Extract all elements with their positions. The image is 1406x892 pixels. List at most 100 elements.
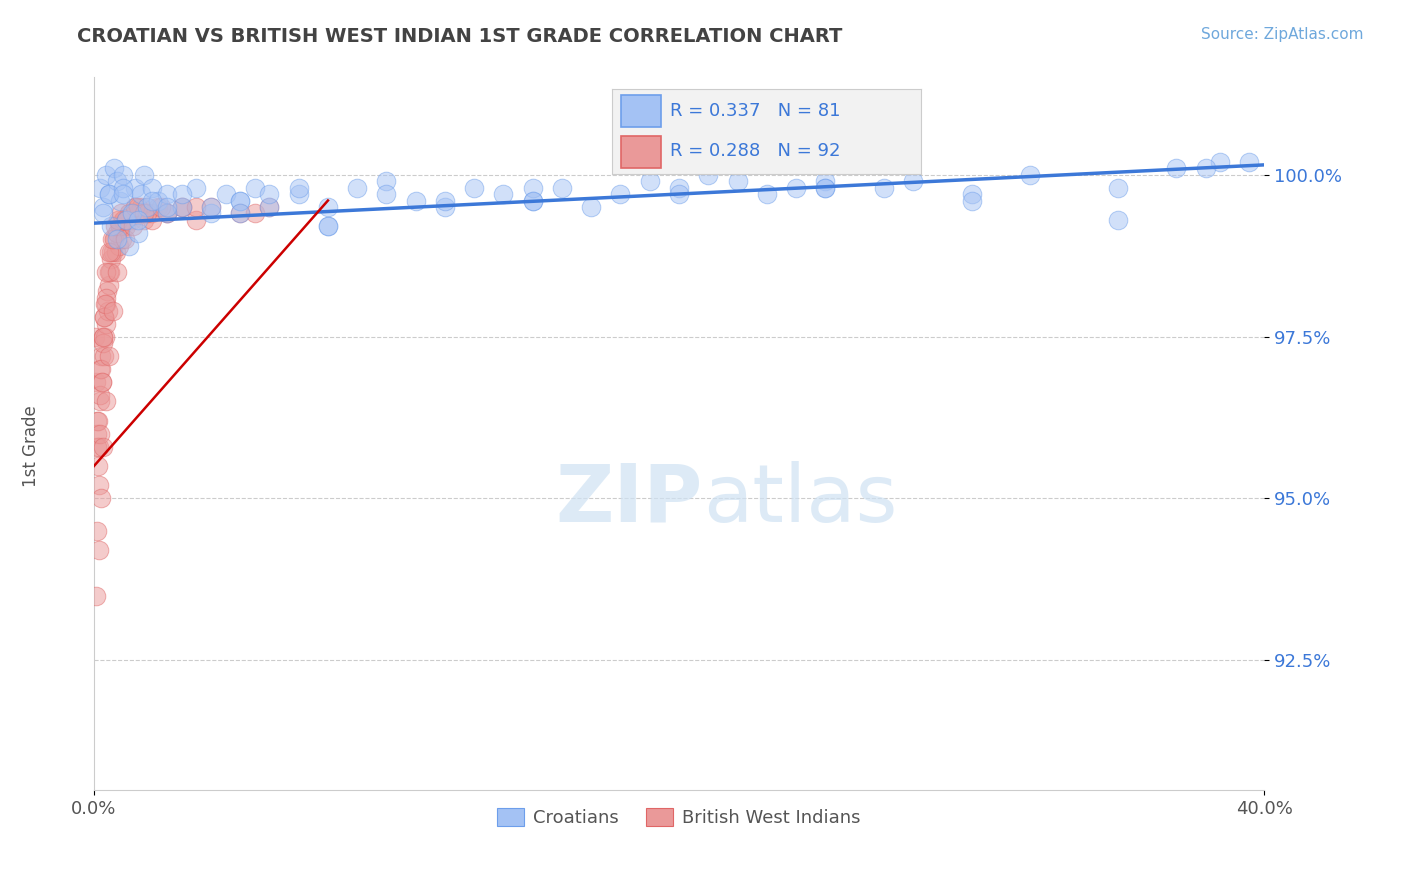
Point xyxy=(89,478,111,492)
Point xyxy=(170,200,193,214)
Point xyxy=(316,219,339,234)
Point xyxy=(89,180,111,194)
Point xyxy=(127,206,149,220)
Point xyxy=(814,174,837,188)
Point xyxy=(243,180,266,194)
Point xyxy=(112,213,135,227)
Point xyxy=(259,200,281,214)
Point xyxy=(105,232,128,246)
Point xyxy=(107,239,129,253)
Point xyxy=(115,219,138,234)
Point xyxy=(110,219,132,234)
Point xyxy=(91,375,114,389)
Point xyxy=(89,388,111,402)
Point xyxy=(104,219,127,234)
Point xyxy=(91,440,114,454)
Point xyxy=(115,213,138,227)
Point xyxy=(89,394,111,409)
Point xyxy=(170,200,193,214)
Point xyxy=(89,426,111,441)
Point xyxy=(105,226,128,240)
Point xyxy=(156,187,179,202)
Point xyxy=(97,187,120,202)
Bar xyxy=(621,95,661,128)
Point xyxy=(101,245,124,260)
Point xyxy=(141,180,163,194)
Point xyxy=(170,200,193,214)
Point xyxy=(94,329,117,343)
Point xyxy=(1107,180,1129,194)
Point xyxy=(1166,161,1188,175)
Point xyxy=(96,394,118,409)
Point xyxy=(107,213,129,227)
Point xyxy=(129,200,152,214)
Point xyxy=(433,194,456,208)
Point xyxy=(124,180,146,194)
Text: Source: ZipAtlas.com: Source: ZipAtlas.com xyxy=(1201,27,1364,42)
Point xyxy=(98,265,121,279)
Point xyxy=(129,187,152,202)
Text: 1st Grade: 1st Grade xyxy=(22,405,39,487)
Point xyxy=(114,232,136,246)
Point xyxy=(91,336,114,351)
Point xyxy=(186,200,208,214)
Point xyxy=(93,349,115,363)
Point xyxy=(814,180,837,194)
Point xyxy=(100,245,122,260)
Point xyxy=(492,187,515,202)
Point xyxy=(960,187,983,202)
Point xyxy=(141,213,163,227)
Point xyxy=(200,200,222,214)
Point xyxy=(697,168,720,182)
Point xyxy=(148,200,170,214)
Point xyxy=(1239,154,1261,169)
Text: ZIP: ZIP xyxy=(555,460,703,539)
Point xyxy=(214,187,236,202)
Point xyxy=(94,168,117,182)
Point xyxy=(141,206,163,220)
Point xyxy=(148,194,170,208)
Point xyxy=(375,187,398,202)
Point xyxy=(86,414,108,428)
Point xyxy=(110,206,132,220)
Point xyxy=(1194,161,1216,175)
Point xyxy=(551,180,574,194)
Point xyxy=(170,187,193,202)
Point xyxy=(98,245,121,260)
Point xyxy=(127,213,149,227)
Point xyxy=(960,194,983,208)
Point xyxy=(229,206,252,220)
Text: atlas: atlas xyxy=(703,460,897,539)
Point xyxy=(405,194,427,208)
Point xyxy=(90,491,112,506)
Point xyxy=(229,206,252,220)
Point xyxy=(156,206,179,220)
Point xyxy=(90,362,112,376)
Point xyxy=(112,168,135,182)
Point xyxy=(97,303,120,318)
Point xyxy=(1107,213,1129,227)
Point xyxy=(112,213,135,227)
Point xyxy=(87,458,110,473)
Point xyxy=(94,297,117,311)
Point xyxy=(124,200,146,214)
Text: CROATIAN VS BRITISH WEST INDIAN 1ST GRADE CORRELATION CHART: CROATIAN VS BRITISH WEST INDIAN 1ST GRAD… xyxy=(77,27,842,45)
Point xyxy=(97,187,120,202)
Point xyxy=(522,194,544,208)
Bar xyxy=(621,136,661,168)
Point xyxy=(132,213,155,227)
Point xyxy=(316,219,339,234)
Point xyxy=(375,174,398,188)
Point xyxy=(581,200,603,214)
Point xyxy=(346,180,368,194)
Point xyxy=(105,265,128,279)
Point xyxy=(103,232,125,246)
Point xyxy=(93,310,115,324)
Point xyxy=(135,200,157,214)
Point xyxy=(86,524,108,538)
Point xyxy=(94,291,117,305)
Point xyxy=(135,200,157,214)
Point xyxy=(90,349,112,363)
Text: R = 0.337   N = 81: R = 0.337 N = 81 xyxy=(671,103,841,120)
Point xyxy=(873,180,896,194)
